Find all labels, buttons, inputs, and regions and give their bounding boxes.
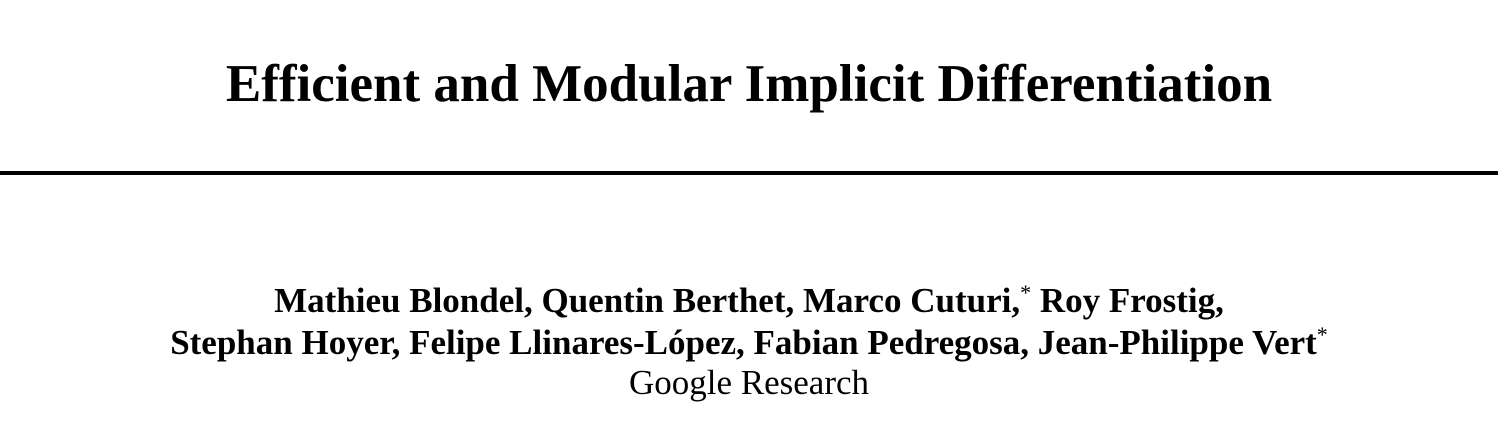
title-rule-divider	[0, 171, 1498, 175]
equal-contribution-mark-2: *	[1316, 322, 1328, 347]
paper-title: Efficient and Modular Implicit Different…	[225, 55, 1273, 113]
author-names-part-1: Mathieu Blondel, Quentin Berthet, Marco …	[274, 281, 1021, 320]
author-block: Mathieu Blondel, Quentin Berthet, Marco …	[0, 280, 1498, 404]
author-names-part-2: Roy Frostig,	[1031, 281, 1224, 320]
author-line-1: Mathieu Blondel, Quentin Berthet, Marco …	[0, 280, 1498, 322]
author-names-part-3: Stephan Hoyer, Felipe Llinares-López, Fa…	[170, 323, 1317, 362]
affiliation: Google Research	[628, 363, 870, 402]
author-line-2: Stephan Hoyer, Felipe Llinares-López, Fa…	[0, 322, 1498, 364]
equal-contribution-mark: *	[1020, 280, 1032, 305]
